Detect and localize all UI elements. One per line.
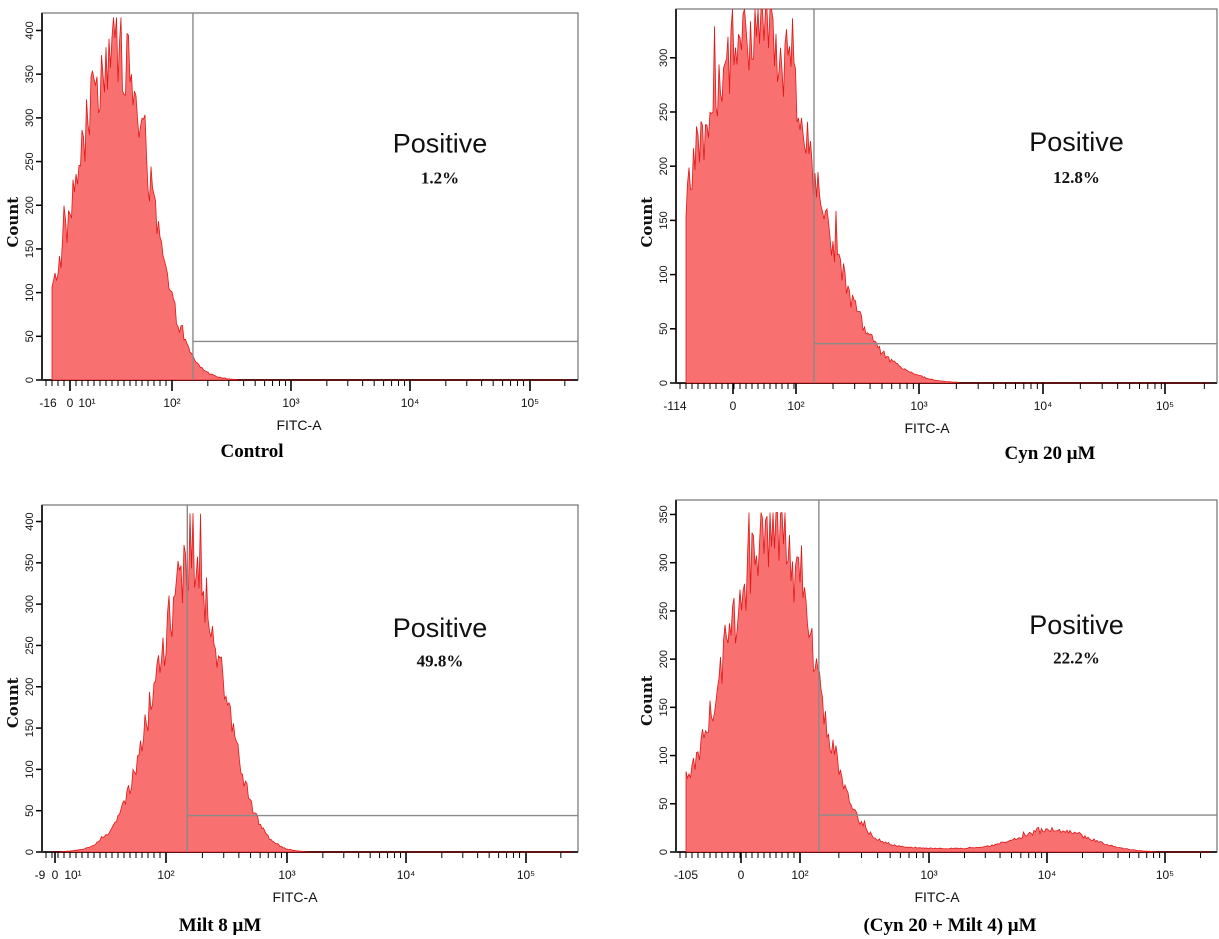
x-tick-label: -114 <box>663 399 686 413</box>
y-tick-label: 150 <box>24 240 36 258</box>
x-tick-label: 0 <box>738 868 745 882</box>
x-tick-label: 10² <box>163 396 180 410</box>
y-axis-title: Count <box>638 197 656 248</box>
x-axis-title: FITC-A <box>276 417 322 433</box>
x-tick-label: 10⁵ <box>1156 868 1174 882</box>
x-axis-title: FITC-A <box>272 889 318 905</box>
x-tick-label: 10¹ <box>64 868 81 882</box>
y-tick-label: 100 <box>658 265 670 283</box>
x-axis-title: FITC-A <box>914 889 960 905</box>
y-tick-label: 150 <box>658 698 670 716</box>
y-tick-label: 200 <box>658 157 670 175</box>
y-tick-label: 200 <box>24 678 36 696</box>
y-tick-label: 100 <box>24 283 36 301</box>
x-tick-label: 10² <box>787 399 804 413</box>
panel-caption: Control <box>221 441 284 462</box>
histogram-panel-1: Positive 1.2% 0 50 100 150 200 250 300 350 400 Coun… <box>4 12 579 462</box>
x-tick-label: -9 <box>35 868 46 882</box>
panel-caption: Milt 8 μM <box>179 915 262 936</box>
gate-label: Positive <box>393 128 488 158</box>
y-tick-label: 250 <box>24 152 36 170</box>
y-tick-label: 400 <box>24 21 36 39</box>
panel-caption: Cyn 20 μM <box>1005 443 1096 464</box>
y-axis-title: Count <box>4 197 22 248</box>
x-tick-label: -16 <box>39 396 57 410</box>
y-tick-label: 250 <box>24 636 36 654</box>
histogram-area <box>51 17 573 381</box>
histogram-panel-2: Positive 12.8% 0 50 100 150 200 250 300 Count -114… <box>638 8 1218 464</box>
x-tick-label: 0 <box>52 868 59 882</box>
x-tick-label: 10² <box>791 868 808 882</box>
y-tick-label: 300 <box>658 49 670 67</box>
plot-frame <box>41 504 579 853</box>
y-tick-label: 50 <box>24 330 36 342</box>
x-tick-label: 0 <box>730 399 737 413</box>
y-tick-label: 150 <box>24 719 36 737</box>
y-tick-label: 300 <box>24 595 36 613</box>
y-tick-label: 0 <box>658 849 670 855</box>
x-tick-label: 10⁵ <box>521 396 539 410</box>
y-tick-label: 350 <box>24 554 36 572</box>
x-tick-label: 10⁴ <box>1034 399 1053 413</box>
y-tick-label: 350 <box>658 505 670 523</box>
gate-percent: 49.8% <box>417 651 464 670</box>
y-tick-label: 200 <box>24 196 36 214</box>
gate-label: Positive <box>1029 610 1124 640</box>
y-tick-label: 50 <box>24 805 36 817</box>
x-tick-label: 10⁵ <box>517 868 535 882</box>
x-tick-label: 10⁴ <box>1038 868 1057 882</box>
y-tick-label: 50 <box>658 323 670 335</box>
gate-label: Positive <box>1029 127 1124 157</box>
x-tick-label: 10³ <box>282 396 299 410</box>
y-tick-label: 50 <box>658 798 670 810</box>
y-tick-label: 300 <box>658 554 670 572</box>
y-axis-title: Count <box>638 675 656 726</box>
x-tick-label: 10⁴ <box>397 868 416 882</box>
x-tick-label: 0 <box>67 396 74 410</box>
y-tick-label: 400 <box>24 512 36 530</box>
y-tick-label: 0 <box>24 377 36 383</box>
gate-percent: 22.2% <box>1053 649 1100 668</box>
histogram-area <box>685 8 1211 384</box>
x-tick-label: 10⁵ <box>1156 399 1174 413</box>
gate-label: Positive <box>393 613 488 643</box>
histogram-panel-4: Positive 22.2% 0 50 100 150 200 250 300 350 Count -… <box>638 499 1218 936</box>
histogram-area <box>52 513 573 853</box>
x-axis-title: FITC-A <box>904 420 950 436</box>
y-tick-label: 100 <box>658 746 670 764</box>
y-tick-label: 250 <box>658 602 670 620</box>
gate-percent: 1.2% <box>421 169 459 188</box>
y-tick-label: 300 <box>24 109 36 127</box>
histogram-area <box>685 511 1211 853</box>
x-tick-label: 10¹ <box>78 396 95 410</box>
x-tick-label: 10² <box>157 868 174 882</box>
panel-caption: (Cyn 20 + Milt 4) μM <box>863 915 1036 936</box>
histogram-panel-3: Positive 49.8% 0 50 100 150 200 250 300 350 400 Cou… <box>4 504 579 936</box>
y-tick-label: 0 <box>658 380 670 386</box>
x-tick-label: 10³ <box>920 868 937 882</box>
x-tick-label: 10⁴ <box>401 396 420 410</box>
y-tick-label: 250 <box>658 103 670 121</box>
x-tick-label: 10³ <box>278 868 295 882</box>
y-tick-label: 100 <box>24 760 36 778</box>
y-tick-label: 0 <box>24 849 36 855</box>
y-axis-title: Count <box>4 677 22 728</box>
y-tick-label: 350 <box>24 65 36 83</box>
y-tick-label: 150 <box>658 211 670 229</box>
y-tick-label: 200 <box>658 650 670 668</box>
gate-percent: 12.8% <box>1053 168 1100 187</box>
x-tick-label: -105 <box>674 868 698 882</box>
x-tick-label: 10³ <box>910 399 927 413</box>
